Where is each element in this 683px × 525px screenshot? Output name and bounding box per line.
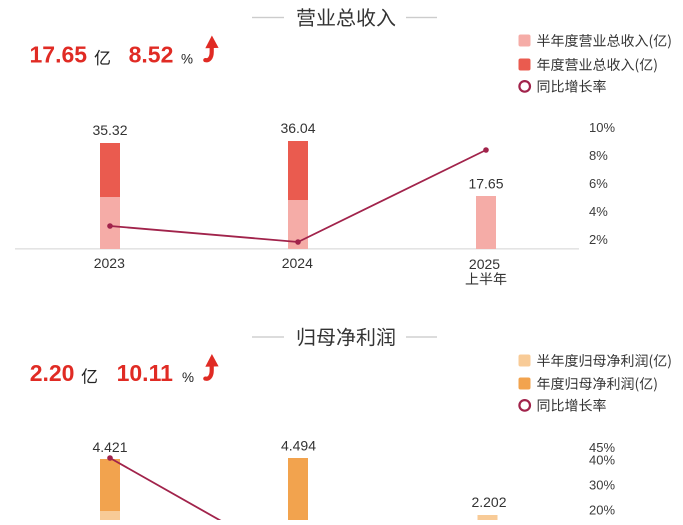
svg-text:%: % bbox=[181, 52, 193, 67]
svg-text:2.202: 2.202 bbox=[471, 494, 506, 510]
svg-text:17.65: 17.65 bbox=[468, 176, 503, 192]
svg-text:4.494: 4.494 bbox=[281, 438, 316, 454]
svg-text:10%: 10% bbox=[589, 120, 615, 135]
svg-text:45%: 45% bbox=[589, 440, 615, 455]
svg-text:20%: 20% bbox=[589, 503, 615, 518]
svg-text:%: % bbox=[182, 370, 194, 385]
svg-text:2%: 2% bbox=[589, 232, 608, 247]
svg-text:10.11: 10.11 bbox=[117, 360, 173, 386]
svg-text:35.32: 35.32 bbox=[92, 122, 127, 138]
svg-text:8%: 8% bbox=[589, 148, 608, 163]
svg-text:4.421: 4.421 bbox=[92, 439, 127, 455]
svg-text:2023: 2023 bbox=[94, 255, 125, 271]
svg-text:17.65: 17.65 bbox=[30, 41, 88, 67]
svg-text:6%: 6% bbox=[589, 176, 608, 191]
svg-text:2024: 2024 bbox=[282, 255, 313, 271]
svg-text:36.04: 36.04 bbox=[280, 120, 315, 136]
svg-text:8.52: 8.52 bbox=[129, 41, 174, 67]
svg-text:2025: 2025 bbox=[469, 256, 500, 272]
svg-text:4%: 4% bbox=[589, 204, 608, 219]
svg-text:40%: 40% bbox=[589, 453, 615, 468]
svg-text:30%: 30% bbox=[589, 478, 615, 493]
svg-text:2.20: 2.20 bbox=[30, 360, 75, 386]
